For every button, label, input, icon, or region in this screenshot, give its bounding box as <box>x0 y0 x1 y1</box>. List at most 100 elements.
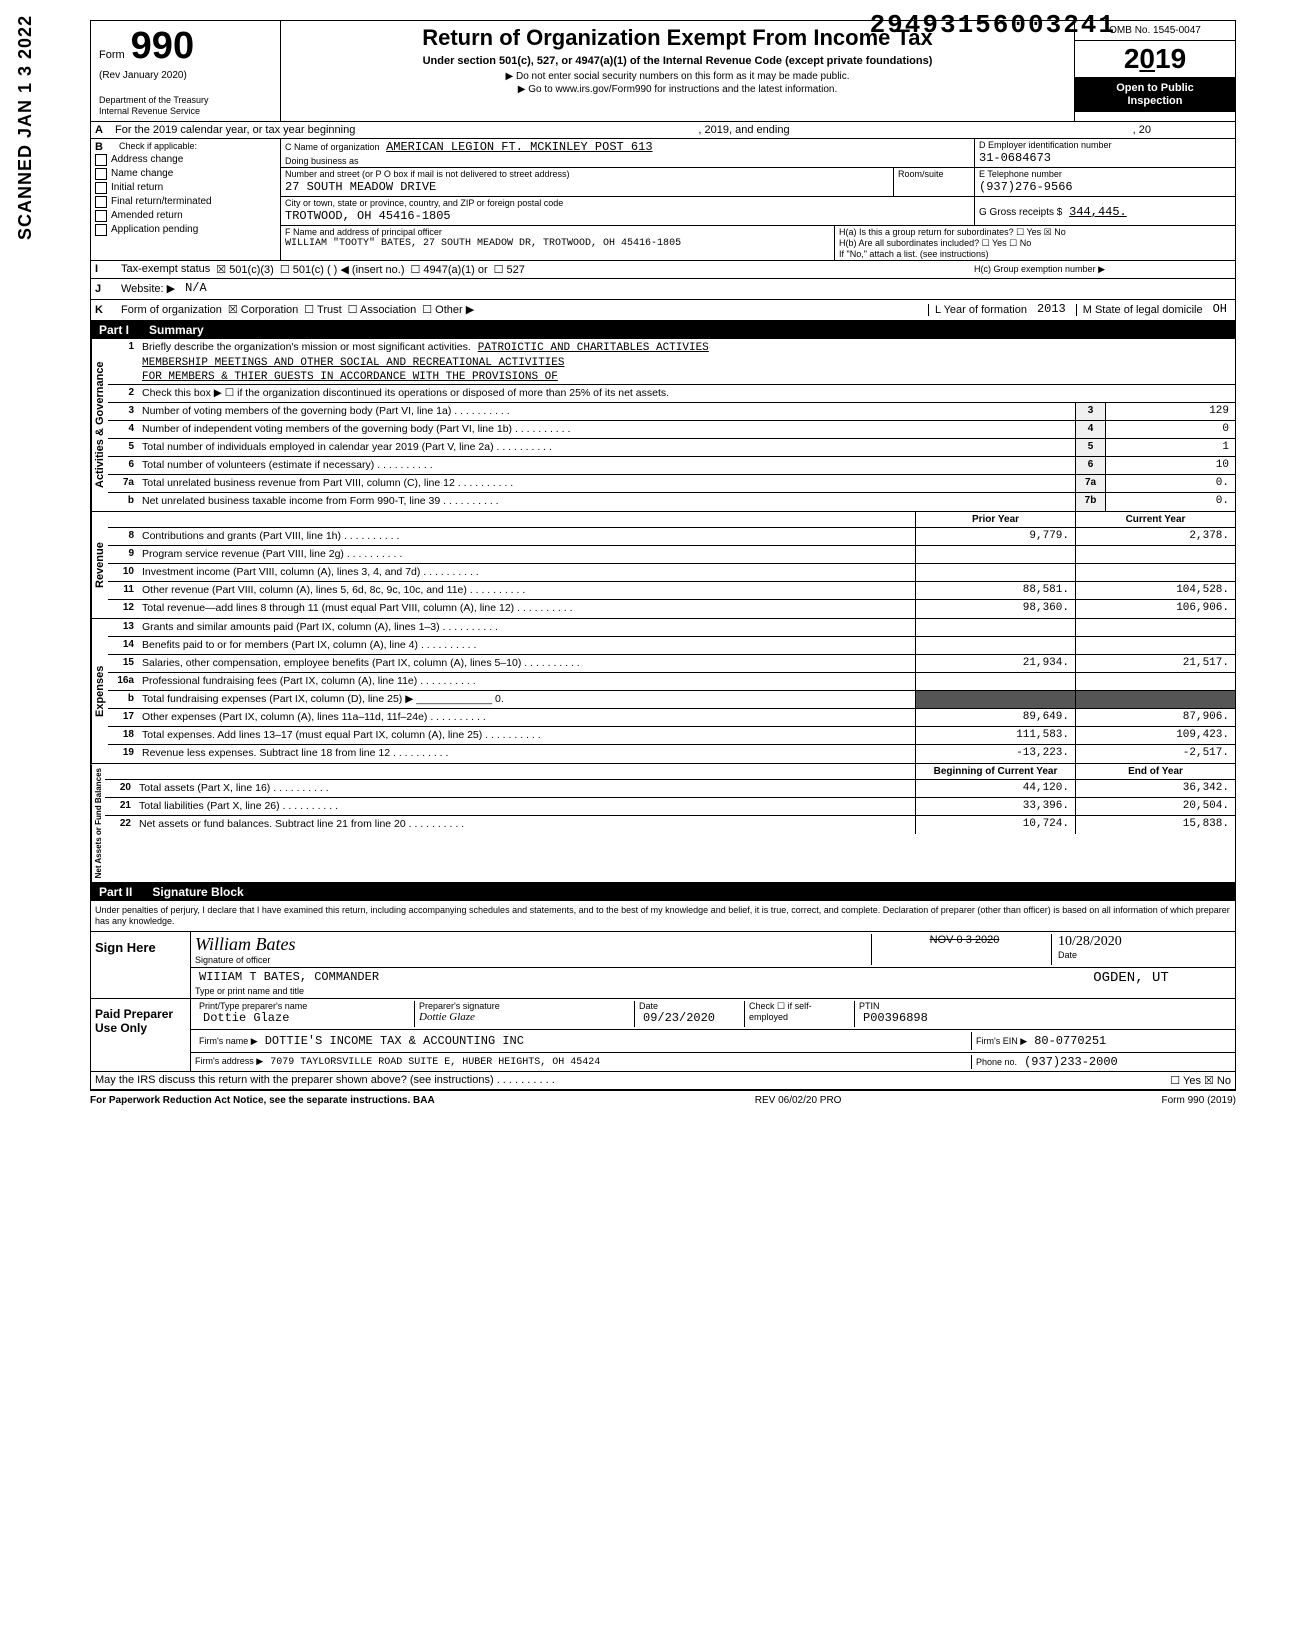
row-a-end: , 20 <box>1133 124 1151 136</box>
instruction-2: ▶ Go to www.irs.gov/Form990 for instruct… <box>289 84 1066 95</box>
instruction-1: ▶ Do not enter social security numbers o… <box>289 71 1066 82</box>
cb-final-return[interactable] <box>95 196 107 208</box>
line-b: bTotal fundraising expenses (Part IX, co… <box>108 691 1235 709</box>
room-label: Room/suite <box>894 168 974 196</box>
date-written: 10/28/2020 <box>1058 934 1231 950</box>
cb-4947[interactable]: ☐ 4947(a)(1) or <box>411 263 488 276</box>
cb-527[interactable]: ☐ 527 <box>494 263 525 276</box>
officer: WILLIAM "TOOTY" BATES, 27 SOUTH MEADOW D… <box>281 238 834 251</box>
line-10: 10Investment income (Part VIII, column (… <box>108 564 1235 582</box>
firm-ein: 80-0770251 <box>1030 1034 1110 1050</box>
line-13: 13Grants and similar amounts paid (Part … <box>108 619 1235 637</box>
ein: 31-0684673 <box>975 151 1235 167</box>
gov-line-5: 5Total number of individuals employed in… <box>108 439 1235 457</box>
prep-date-label: Date <box>639 1001 740 1011</box>
firm-phone: (937)233-2000 <box>1020 1055 1122 1071</box>
header-left: Form 990 (Rev January 2020) Department o… <box>91 21 281 121</box>
col-c-to-g: C Name of organization AMERICAN LEGION F… <box>281 139 1235 260</box>
discuss-row: May the IRS discuss this return with the… <box>91 1072 1235 1090</box>
sidebar-net: Net Assets or Fund Balances <box>91 764 105 882</box>
col-end-year: End of Year <box>1075 764 1235 779</box>
city-label: City or town, state or province, country… <box>281 197 974 209</box>
discuss-yn[interactable]: ☐ Yes ☒ No <box>1170 1074 1231 1087</box>
part-1-header: Part I Summary <box>91 321 1235 339</box>
letter-j: J <box>95 283 115 295</box>
letter-i: I <box>95 263 115 275</box>
cb-initial-return[interactable] <box>95 182 107 194</box>
gov-line-2: 2Check this box ▶ ☐ if the organization … <box>108 385 1235 403</box>
revenue-col-header: Prior Year Current Year <box>108 512 1235 528</box>
line-11: 11Other revenue (Part VIII, column (A), … <box>108 582 1235 600</box>
sidebar-expenses: Expenses <box>91 619 108 763</box>
ptin: P00396898 <box>859 1011 1227 1027</box>
officer-name: WIIIAM T BATES, COMMANDER <box>195 970 1031 986</box>
city: TROTWOOD, OH 45416-1805 <box>281 209 974 225</box>
c-label: C Name of organization <box>285 142 380 152</box>
dept-irs: Internal Revenue Service <box>99 106 272 117</box>
row-j-website: J Website: ▶ N/A <box>91 279 1235 300</box>
row-a-mid: , 2019, and ending <box>698 124 789 136</box>
line-20: 20Total assets (Part X, line 16)44,120.3… <box>105 780 1235 798</box>
cb-corp[interactable]: ☒ Corporation <box>228 303 298 316</box>
hb2: If "No," attach a list. (see instruction… <box>839 249 1231 259</box>
firm-ein-label: Firm's EIN ▶ <box>976 1036 1027 1046</box>
firm-addr-label: Firm's address ▶ <box>195 1056 263 1066</box>
ogden-stamp: OGDEN, UT <box>1031 970 1231 996</box>
cb-name-change[interactable] <box>95 168 107 180</box>
lbl-initial: Initial return <box>111 182 163 193</box>
row-a-text: For the 2019 calendar year, or tax year … <box>115 124 355 136</box>
mission-l1: PATROICTIC AND CHARITABLES ACTIVIES <box>474 341 713 355</box>
open-line1: Open to Public <box>1079 82 1231 95</box>
cb-pending[interactable] <box>95 224 107 236</box>
firm-name: DOTTIE'S INCOME TAX & ACCOUNTING INC <box>261 1034 528 1050</box>
firm-addr: 7079 TAYLORSVILLE ROAD SUITE E, HUBER HE… <box>266 1057 604 1070</box>
department: Department of the Treasury Internal Reve… <box>99 95 272 117</box>
form-number: 990 <box>131 25 194 68</box>
cb-other[interactable]: ☐ Other ▶ <box>422 303 474 316</box>
col-b-checkboxes: B Check if applicable: Address change Na… <box>91 139 281 260</box>
line-19: 19Revenue less expenses. Subtract line 1… <box>108 745 1235 763</box>
gov-line-4: 4Number of independent voting members of… <box>108 421 1235 439</box>
cb-501c3[interactable]: ☒ 501(c)(3) <box>216 263 274 276</box>
paid-preparer-block: Paid Preparer Use Only Print/Type prepar… <box>91 999 1235 1072</box>
state-domicile: OH <box>1209 302 1231 318</box>
cb-trust[interactable]: ☐ Trust <box>304 303 341 316</box>
cb-501c[interactable]: ☐ 501(c) ( ) ◀ (insert no.) <box>280 263 405 276</box>
row-a-tax-year: A For the 2019 calendar year, or tax yea… <box>91 122 1235 139</box>
mission-l2: MEMBERSHIP MEETINGS AND OTHER SOCIAL AND… <box>138 356 1235 370</box>
g-label: G Gross receipts $ <box>979 207 1062 218</box>
part-2-num: Part II <box>99 885 132 899</box>
letter-b: B <box>95 141 115 153</box>
part-1-title: Summary <box>149 323 204 337</box>
hb: H(b) Are all subordinates included? ☐ Ye… <box>839 238 1231 249</box>
m-label: M State of legal domicile <box>1076 304 1203 316</box>
col-begin-year: Beginning of Current Year <box>915 764 1075 779</box>
net-col-header: Beginning of Current Year End of Year <box>105 764 1235 780</box>
line-15: 15Salaries, other compensation, employee… <box>108 655 1235 673</box>
ha: H(a) Is this a group return for subordin… <box>839 227 1231 238</box>
org-name: AMERICAN LEGION FT. MCKINLEY POST 613 <box>382 140 656 156</box>
penalty-statement: Under penalties of perjury, I declare th… <box>91 901 1235 932</box>
cb-assoc[interactable]: ☐ Association <box>348 303 417 316</box>
page-footer: For Paperwork Reduction Act Notice, see … <box>90 1091 1236 1110</box>
dba-label: Doing business as <box>281 155 974 167</box>
website-label: Website: ▶ <box>121 282 175 295</box>
form-990: Form 990 (Rev January 2020) Department o… <box>90 20 1236 1091</box>
status-label: Tax-exempt status <box>121 263 210 275</box>
cb-amended[interactable] <box>95 210 107 222</box>
line-1-num: 1 <box>108 339 138 356</box>
line-22: 22Net assets or fund balances. Subtract … <box>105 816 1235 834</box>
gov-line-b: bNet unrelated business taxable income f… <box>108 493 1235 511</box>
part-1-num: Part I <box>99 323 129 337</box>
cb-address-change[interactable] <box>95 154 107 166</box>
sign-here-block: Sign Here William Bates Signature of off… <box>91 932 1235 999</box>
self-employed: Check ☐ if self-employed <box>745 1001 855 1027</box>
sidebar-revenue: Revenue <box>91 512 108 618</box>
line-17: 17Other expenses (Part IX, column (A), l… <box>108 709 1235 727</box>
ptin-label: PTIN <box>859 1001 1227 1011</box>
letter-a: A <box>95 124 115 136</box>
prep-sig-label: Preparer's signature <box>419 1001 630 1011</box>
gross-receipts: 344,445. <box>1065 205 1131 221</box>
part-2-header: Part II Signature Block <box>91 883 1235 901</box>
identity-block: B Check if applicable: Address change Na… <box>91 139 1235 261</box>
